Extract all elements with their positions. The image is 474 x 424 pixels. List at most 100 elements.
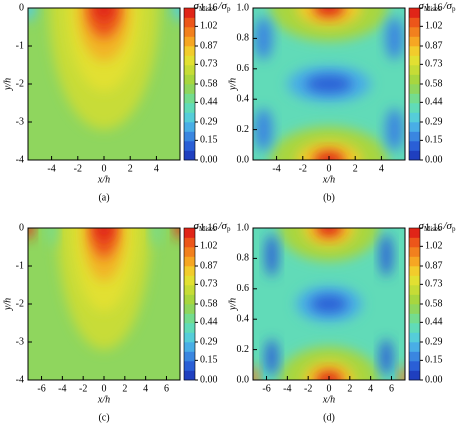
field-blob: [172, 8, 180, 22]
y-tick-label: -2: [16, 298, 24, 309]
colorbar-band: [409, 361, 420, 371]
colorbar-title: σMises /σp: [419, 0, 456, 13]
x-tick-label: 0: [327, 163, 332, 174]
x-tick-label: 2: [128, 163, 133, 174]
contour-field: [253, 8, 405, 160]
colorbar-band: [409, 275, 420, 286]
colorbar-tick-label: 0.87: [200, 260, 218, 271]
title-subscript: Mises: [199, 225, 216, 233]
colorbar-band: [184, 17, 195, 28]
colorbar-tick-label: 0.58: [425, 298, 443, 309]
colorbar-band: [184, 55, 195, 66]
colorbar-tick-label: 0.15: [425, 355, 443, 366]
field-blob: [315, 228, 343, 238]
colorbar-band: [184, 323, 195, 333]
colorbar-tick-label: 1.16: [425, 222, 443, 233]
y-tick-label: 1.0: [237, 2, 250, 13]
field-blob: [254, 17, 273, 60]
title-symbol: σ: [194, 220, 200, 232]
colorbar-tick-label: 1.02: [200, 241, 218, 252]
y-tick-label: 0.8: [237, 33, 250, 44]
colorbar-band: [409, 256, 420, 267]
field-blob: [385, 17, 404, 60]
colorbar-band: [409, 74, 420, 85]
colorbar-band: [184, 313, 195, 324]
colorbar-tick-label: 0.73: [200, 279, 218, 290]
x-tick-label: -2: [74, 163, 82, 174]
colorbar-band: [409, 55, 420, 66]
colorbar-band: [184, 93, 195, 104]
x-axis-label: x/h: [322, 394, 335, 405]
colorbar-tick-label: 0.15: [425, 135, 443, 146]
title-subscript: p: [452, 5, 456, 13]
colorbar-title: σMises /σp: [419, 220, 456, 233]
colorbar-band: [409, 36, 420, 47]
x-tick-label: 0: [327, 383, 332, 394]
field-blob: [46, 228, 58, 247]
x-tick-label: 2: [122, 383, 127, 394]
field-blob: [174, 228, 180, 240]
colorbar-band: [409, 266, 420, 276]
field-blob: [305, 74, 353, 94]
colorbar-tick-label: 0.58: [425, 78, 443, 89]
x-tick-label: 4: [368, 383, 373, 394]
x-tick-label: -6: [262, 383, 270, 394]
title-subscript: Mises: [199, 5, 216, 13]
colorbar-band: [184, 27, 195, 37]
field-blob: [93, 8, 115, 22]
y-tick-label: 0.4: [237, 313, 250, 324]
colorbar-tick-label: 0.00: [425, 374, 443, 385]
y-tick-label: 0.4: [237, 93, 250, 104]
colorbar-band: [409, 332, 420, 343]
y-tick-label: 0: [19, 2, 24, 13]
colorbar-band: [409, 103, 420, 113]
title-subscript: p: [227, 225, 231, 233]
x-axis-label: x/h: [322, 174, 335, 185]
y-axis-label: y/h: [2, 78, 13, 91]
colorbar-band: [409, 8, 420, 18]
field-blob: [385, 108, 404, 151]
field-blob: [315, 370, 343, 380]
caption: (d): [323, 412, 335, 423]
colorbar-band: [409, 141, 420, 151]
field-blob: [380, 234, 393, 277]
colorbar-band: [409, 150, 420, 161]
x-tick-label: 4: [154, 163, 159, 174]
colorbar-tick-label: 0.58: [200, 78, 218, 89]
x-tick-label: 4: [379, 163, 384, 174]
colorbar-tick-label: 1.02: [425, 21, 443, 32]
colorbar-band: [184, 36, 195, 47]
x-axis-label: x/h: [97, 174, 110, 185]
title-symbol: /σ: [441, 0, 453, 12]
colorbar-band: [409, 93, 420, 104]
colorbar-tick-label: 0.87: [200, 40, 218, 51]
x-tick-label: 0: [102, 163, 107, 174]
colorbar-band: [184, 304, 195, 314]
colorbar-title: σMises /σp: [194, 220, 231, 233]
colorbar-band: [184, 237, 195, 248]
colorbar-tick-label: 1.16: [200, 2, 218, 13]
colorbar-band: [184, 351, 195, 362]
caption: (a): [98, 192, 109, 203]
colorbar-band: [184, 46, 195, 56]
colorbar-tick-label: 0.73: [425, 279, 443, 290]
colorbar-tick-label: 0.29: [425, 116, 443, 127]
y-tick-label: 0.0: [237, 374, 250, 385]
colorbar-tick-label: 0.44: [200, 317, 218, 328]
colorbar-band: [409, 351, 420, 362]
y-tick-label: -1: [16, 40, 24, 51]
colorbar-tick-label: 0.29: [425, 336, 443, 347]
title-symbol: σ: [419, 220, 425, 232]
colorbar-band: [409, 304, 420, 314]
colorbar-band: [184, 141, 195, 151]
field-blob: [265, 338, 278, 376]
x-tick-label: 6: [389, 383, 394, 394]
colorbar-band: [184, 150, 195, 161]
y-tick-label: 0.0: [237, 154, 250, 165]
colorbar-band: [184, 74, 195, 85]
colorbar-band: [184, 103, 195, 113]
colorbar-band: [409, 112, 420, 123]
colorbar-band: [184, 294, 195, 305]
field-blob: [313, 8, 345, 18]
